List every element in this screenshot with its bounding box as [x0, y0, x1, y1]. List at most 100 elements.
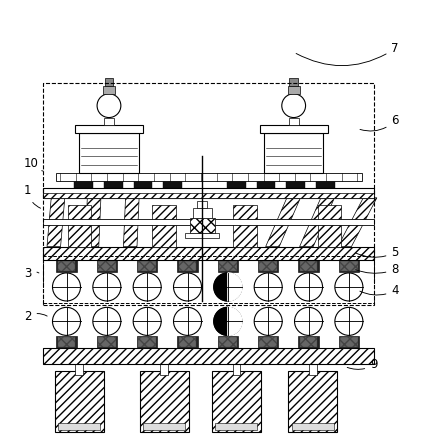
Bar — [227, 181, 246, 188]
Circle shape — [335, 273, 363, 301]
Bar — [43, 188, 374, 198]
Bar — [288, 86, 299, 94]
Bar — [218, 260, 238, 272]
Bar — [58, 423, 100, 431]
Bar — [258, 260, 278, 272]
Bar — [197, 201, 207, 207]
Polygon shape — [266, 198, 300, 246]
Bar — [339, 336, 359, 348]
Bar — [309, 360, 317, 375]
Bar — [318, 205, 342, 246]
Bar — [178, 261, 196, 271]
Bar — [289, 79, 298, 86]
Circle shape — [93, 273, 121, 301]
Bar — [153, 205, 176, 246]
Bar — [190, 218, 215, 233]
Bar — [104, 118, 114, 125]
Polygon shape — [228, 307, 242, 335]
Bar — [98, 337, 116, 347]
Circle shape — [97, 94, 121, 118]
Circle shape — [254, 307, 282, 335]
Circle shape — [282, 94, 305, 118]
Circle shape — [294, 273, 322, 301]
Text: 4: 4 — [360, 284, 399, 297]
Bar — [56, 260, 77, 272]
Bar — [56, 173, 362, 181]
Bar — [259, 337, 277, 347]
Bar — [193, 207, 212, 218]
Circle shape — [294, 307, 322, 335]
Circle shape — [52, 273, 81, 301]
Bar — [75, 360, 83, 375]
Bar — [257, 181, 276, 188]
Bar — [43, 193, 374, 198]
Polygon shape — [299, 198, 334, 246]
Bar — [258, 336, 278, 348]
Bar — [58, 261, 75, 271]
Text: 2: 2 — [24, 309, 47, 323]
Bar — [98, 261, 116, 271]
Text: 10: 10 — [24, 157, 43, 171]
Bar — [97, 260, 117, 272]
Bar — [43, 348, 374, 364]
Polygon shape — [124, 198, 139, 246]
Bar — [138, 337, 156, 347]
Bar — [74, 181, 93, 188]
Circle shape — [52, 307, 81, 335]
Bar — [43, 246, 374, 260]
Bar — [260, 125, 328, 133]
Bar — [137, 336, 157, 348]
Circle shape — [93, 307, 121, 335]
Bar — [56, 336, 77, 348]
Bar — [298, 336, 319, 348]
Bar — [103, 86, 115, 94]
Circle shape — [173, 307, 201, 335]
Bar — [137, 260, 157, 272]
Bar — [233, 205, 256, 246]
Text: 6: 6 — [360, 115, 399, 131]
Bar — [299, 261, 317, 271]
Bar — [75, 125, 143, 133]
Bar — [43, 256, 374, 303]
Polygon shape — [228, 273, 242, 301]
Circle shape — [335, 307, 363, 335]
Bar — [134, 181, 152, 188]
Bar — [292, 423, 334, 431]
Bar — [340, 337, 358, 347]
Bar — [339, 260, 359, 272]
Bar — [58, 337, 75, 347]
Bar — [177, 260, 198, 272]
Bar — [288, 118, 299, 125]
Text: 3: 3 — [24, 267, 39, 280]
Bar — [185, 233, 219, 238]
Bar — [79, 133, 139, 173]
Bar — [177, 336, 198, 348]
Bar — [43, 219, 374, 225]
Bar — [143, 423, 185, 431]
Bar — [105, 79, 113, 86]
Circle shape — [173, 273, 201, 301]
Polygon shape — [85, 198, 101, 246]
Circle shape — [133, 307, 161, 335]
Text: 8: 8 — [356, 263, 399, 276]
Bar — [264, 133, 323, 173]
Polygon shape — [338, 198, 377, 246]
Bar — [55, 371, 104, 432]
Text: 7: 7 — [296, 42, 399, 66]
Polygon shape — [214, 307, 228, 335]
Bar — [43, 83, 374, 305]
Bar — [138, 261, 156, 271]
Polygon shape — [214, 273, 228, 301]
Circle shape — [254, 273, 282, 301]
Bar — [259, 261, 277, 271]
Text: 5: 5 — [356, 246, 399, 259]
Bar — [288, 371, 337, 432]
Polygon shape — [47, 198, 65, 246]
Bar — [219, 261, 237, 271]
Bar — [219, 337, 237, 347]
Bar — [340, 261, 358, 271]
Text: 9: 9 — [347, 358, 377, 372]
Text: 1: 1 — [24, 184, 40, 208]
Bar — [163, 181, 182, 188]
Bar — [97, 336, 117, 348]
